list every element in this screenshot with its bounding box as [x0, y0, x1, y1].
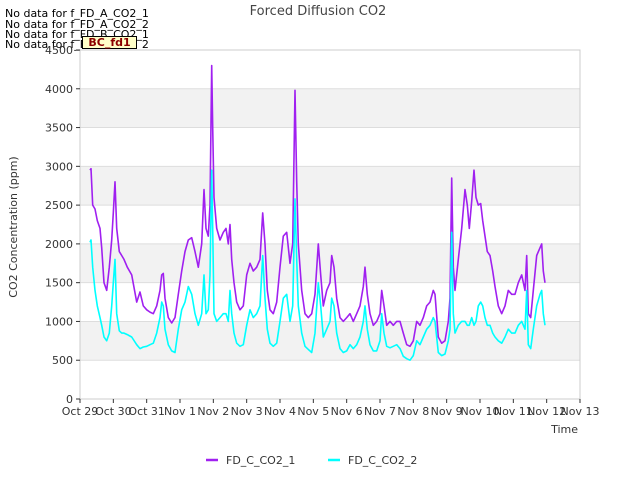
x-tick-label: Nov 3	[231, 405, 263, 418]
x-tick-label: Nov 5	[297, 405, 329, 418]
legend-label: FD_C_CO2_1	[226, 454, 295, 467]
x-tick-label: Nov 10	[461, 405, 500, 418]
y-tick-label: 3500	[45, 122, 73, 135]
x-tick-label: Nov 8	[397, 405, 429, 418]
x-tick-label: Nov 2	[197, 405, 229, 418]
series-line-fd-c-co2-1	[89, 64, 546, 348]
y-tick-label: 4000	[45, 83, 73, 96]
x-axis-label: Time	[550, 423, 578, 436]
no-data-message-a1: No data for f_FD_A_CO2_1	[5, 7, 149, 20]
x-tick-label: Nov 7	[364, 405, 396, 418]
legend-label: FD_C_CO2_2	[348, 454, 417, 467]
background-band	[80, 360, 580, 399]
x-tick-label: Oct 30	[95, 405, 132, 418]
x-tick-label: Nov 4	[264, 405, 296, 418]
background-band	[80, 205, 580, 244]
x-tick-label: Nov 6	[331, 405, 363, 418]
series-lines	[89, 64, 546, 361]
y-tick-label: 2500	[45, 199, 73, 212]
x-tick-label: Nov 13	[561, 405, 600, 418]
x-tick-label: Oct 29	[62, 405, 99, 418]
x-tick-label: Nov 1	[164, 405, 196, 418]
y-tick-label: 1500	[45, 277, 73, 290]
no-data-message-b1: No data for f_FD_B_CO2_1	[5, 28, 149, 41]
x-tick-label: Nov 12	[527, 405, 566, 418]
x-tick-label: Nov 11	[494, 405, 533, 418]
y-axis-ticks: 0 500 1000 1500 2000 2500 3000 3500 4000 4500	[45, 44, 80, 406]
series-line-fd-c-co2-2	[89, 169, 546, 361]
y-tick-label: 3000	[45, 160, 73, 173]
background-band	[80, 50, 580, 89]
x-tick-label: Nov 9	[431, 405, 463, 418]
chart-title: Forced Diffusion CO2	[250, 4, 387, 19]
legend: FD_C_CO2_1 FD_C_CO2_2	[206, 454, 417, 467]
background-band	[80, 166, 580, 206]
no-data-message-b2: No data for f_FD_B_CO2_2	[5, 38, 149, 51]
background-bands	[80, 50, 580, 399]
site-badge: BC_fd1	[82, 36, 137, 49]
y-tick-label: 2000	[45, 238, 73, 251]
x-tick-label: Oct 31	[128, 405, 165, 418]
y-axis-label: CO2 Concentration (ppm)	[7, 156, 20, 297]
no-data-message-a2: No data for f_FD_A_CO2_2	[5, 18, 149, 31]
background-band	[80, 88, 580, 128]
background-band	[80, 127, 580, 167]
plot-frame	[79, 49, 581, 400]
background-band	[80, 321, 580, 361]
y-tick-label: 1000	[45, 315, 73, 328]
y-tick-label: 500	[52, 354, 73, 367]
y-tick-label: 4500	[45, 44, 73, 57]
y-tick-label: 0	[66, 393, 73, 406]
